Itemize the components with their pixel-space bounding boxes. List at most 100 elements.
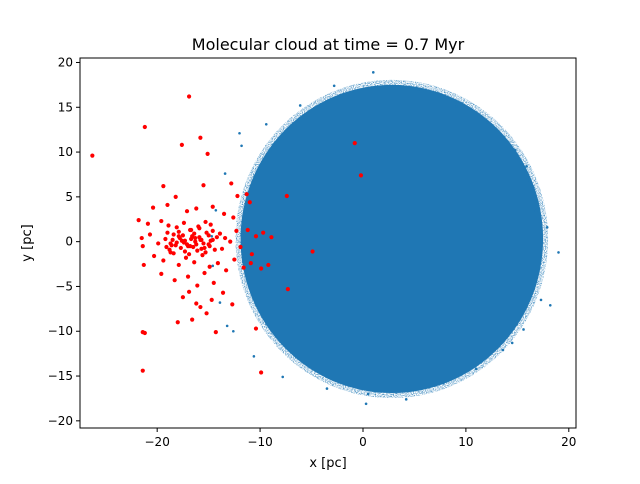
star-point bbox=[358, 173, 364, 178]
cloud-point bbox=[252, 355, 256, 358]
plot-frame bbox=[79, 57, 577, 429]
star-points bbox=[90, 94, 364, 375]
star-point bbox=[204, 230, 209, 235]
y-tick-label: −20 bbox=[48, 414, 73, 428]
star-point bbox=[217, 231, 223, 236]
star-point bbox=[220, 290, 226, 295]
cloud-point bbox=[404, 398, 408, 401]
y-tick-label: −5 bbox=[55, 279, 73, 293]
star-point bbox=[210, 228, 215, 234]
star-point bbox=[210, 204, 215, 209]
y-tick-label: 15 bbox=[58, 100, 73, 114]
star-point bbox=[261, 230, 266, 235]
star-point bbox=[171, 251, 176, 256]
cloud-point bbox=[232, 329, 235, 333]
star-point bbox=[147, 232, 153, 237]
cloud-point bbox=[238, 131, 241, 135]
y-axis-ticks: −20 −15 −10 −5 0 5 10 15 20 bbox=[48, 55, 80, 428]
star-point bbox=[185, 274, 191, 279]
star-point bbox=[245, 227, 250, 233]
cloud-point bbox=[522, 328, 525, 331]
cloud-point bbox=[210, 234, 214, 238]
star-point bbox=[259, 266, 264, 271]
cloud-point bbox=[281, 375, 285, 379]
cloud-point bbox=[441, 381, 445, 385]
star-point bbox=[192, 260, 197, 265]
star-point bbox=[173, 194, 178, 199]
star-point bbox=[202, 270, 207, 276]
star-point bbox=[170, 237, 175, 242]
cloud-point bbox=[557, 251, 560, 254]
star-point bbox=[229, 181, 234, 186]
star-point bbox=[159, 218, 164, 224]
x-axis-label: x [pc] bbox=[309, 456, 346, 471]
star-point bbox=[211, 280, 216, 285]
star-point bbox=[208, 238, 213, 243]
cloud-point bbox=[513, 148, 517, 152]
star-point bbox=[151, 253, 157, 259]
star-point bbox=[165, 230, 170, 235]
star-point bbox=[214, 235, 219, 240]
star-point bbox=[235, 193, 240, 199]
star-point bbox=[178, 245, 183, 251]
cloud-point bbox=[223, 172, 227, 175]
star-point bbox=[259, 370, 264, 375]
molecular-cloud-points bbox=[210, 71, 560, 406]
star-point bbox=[161, 258, 166, 263]
star-point bbox=[234, 228, 239, 234]
cloud-point bbox=[474, 367, 478, 371]
star-point bbox=[203, 250, 208, 255]
star-point bbox=[173, 243, 178, 248]
star-point bbox=[195, 283, 200, 288]
star-point bbox=[141, 262, 146, 268]
star-point bbox=[224, 268, 229, 273]
star-point bbox=[266, 262, 271, 268]
star-point bbox=[249, 252, 254, 257]
star-point bbox=[186, 289, 192, 294]
star-point bbox=[186, 252, 192, 257]
star-point bbox=[165, 202, 170, 208]
star-point bbox=[285, 287, 290, 292]
cloud-point bbox=[298, 104, 302, 107]
star-point bbox=[208, 222, 213, 227]
star-point bbox=[179, 142, 184, 148]
y-tick-label: −15 bbox=[48, 369, 73, 383]
cloud-point bbox=[528, 179, 531, 183]
star-point bbox=[183, 255, 189, 260]
star-point bbox=[192, 231, 197, 236]
cloud-point bbox=[211, 264, 215, 268]
star-point bbox=[180, 295, 186, 300]
star-point bbox=[222, 235, 228, 241]
star-point bbox=[176, 229, 181, 234]
x-axis-ticks: −20 −10 0 10 20 bbox=[145, 428, 576, 449]
star-point bbox=[201, 241, 206, 246]
star-point bbox=[176, 262, 181, 268]
cloud-point bbox=[325, 387, 329, 390]
x-tick-label: −20 bbox=[145, 435, 170, 449]
star-point bbox=[174, 225, 179, 230]
star-point bbox=[204, 311, 209, 316]
cloud-point bbox=[510, 341, 514, 345]
star-point bbox=[205, 151, 210, 156]
star-point bbox=[209, 297, 214, 302]
y-tick-label: 10 bbox=[58, 145, 73, 159]
star-point bbox=[164, 244, 169, 250]
star-point bbox=[219, 246, 225, 251]
star-point bbox=[201, 183, 206, 188]
star-point bbox=[185, 244, 191, 249]
y-tick-label: 5 bbox=[65, 190, 73, 204]
star-point bbox=[203, 219, 208, 225]
star-point bbox=[247, 200, 252, 205]
cloud-point bbox=[534, 209, 538, 213]
star-point bbox=[215, 261, 220, 266]
star-point bbox=[181, 240, 187, 245]
star-point bbox=[90, 153, 95, 158]
cloud-point bbox=[240, 144, 243, 148]
x-tick-label: 20 bbox=[561, 435, 576, 449]
star-point bbox=[186, 94, 192, 99]
cloud-point bbox=[525, 165, 528, 168]
x-tick-label: −10 bbox=[247, 435, 272, 449]
star-point bbox=[163, 236, 168, 242]
star-point bbox=[188, 227, 193, 233]
